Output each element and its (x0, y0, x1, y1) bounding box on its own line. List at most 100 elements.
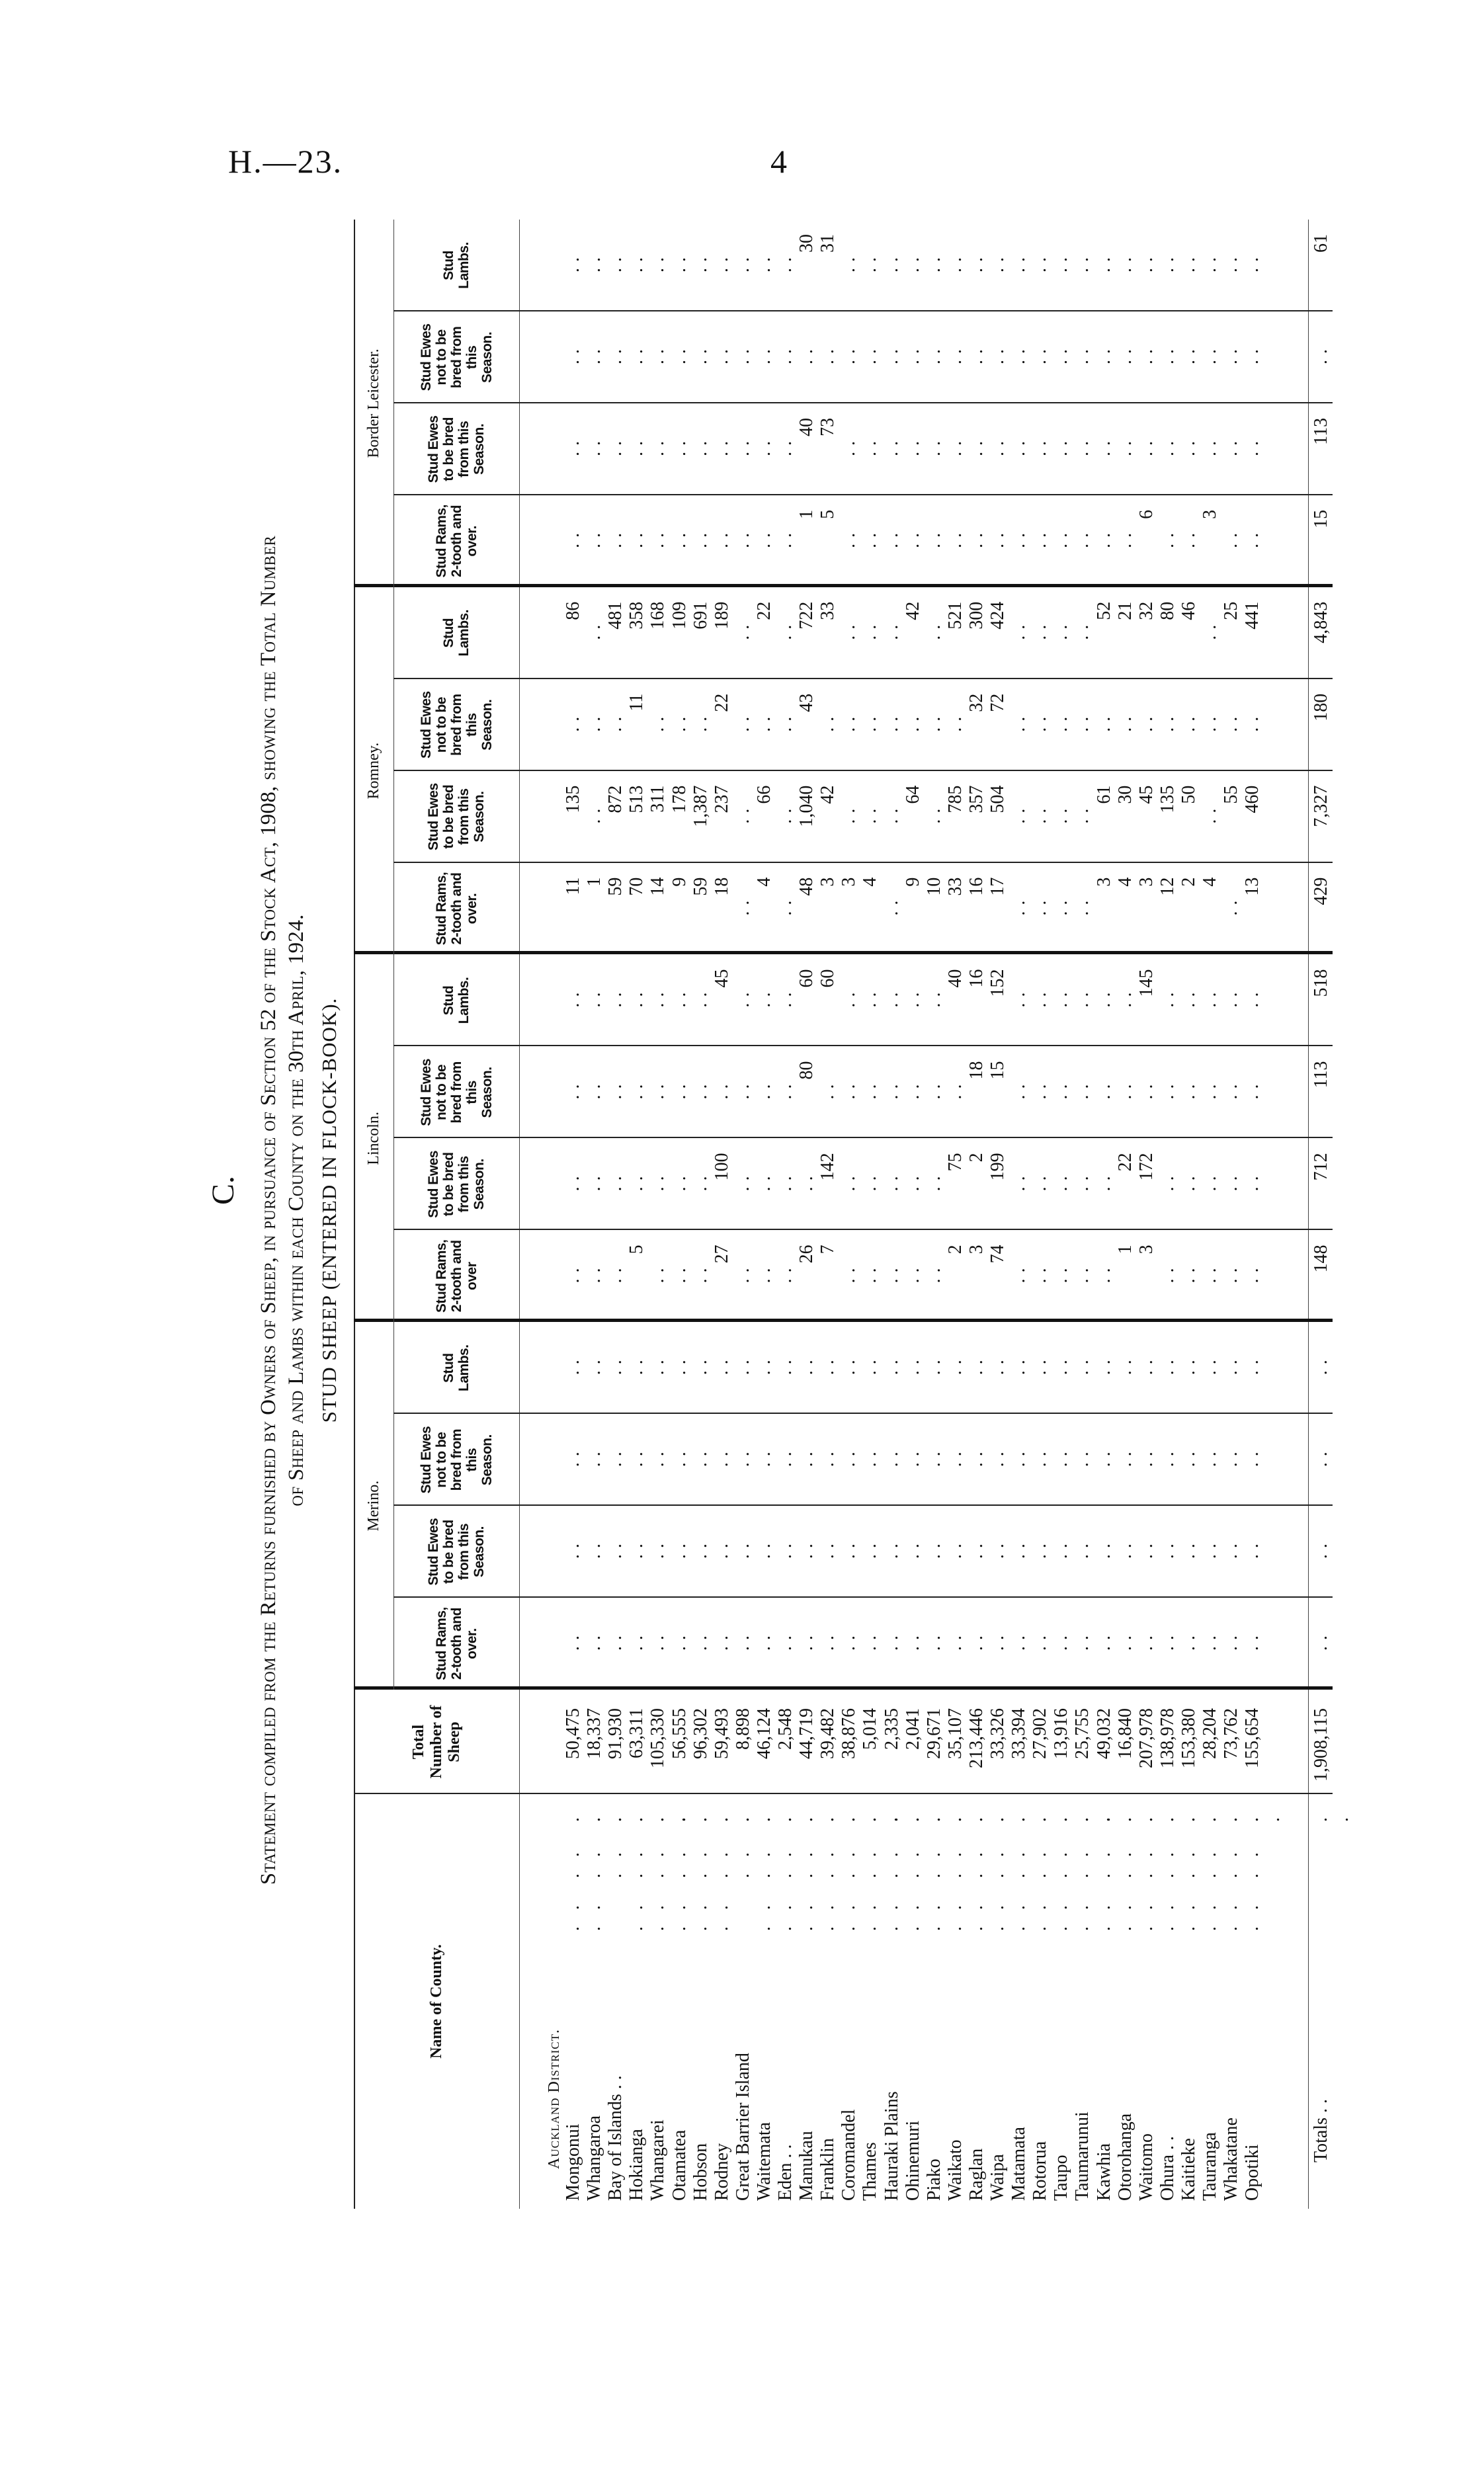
lincoln-value: .. (584, 1262, 605, 1284)
romney-value: 4 (1114, 877, 1135, 887)
romney-value: .. (775, 802, 796, 824)
lincoln-value: 2 (944, 1245, 966, 1255)
header-bottom-rule (519, 220, 520, 2209)
border-leicester-value: .. (966, 526, 987, 548)
romney-value: .. (1051, 802, 1072, 824)
romney-value: .. (775, 618, 796, 640)
border-leicester-value: .. (1200, 434, 1220, 456)
lincoln-value: .. (753, 986, 774, 1008)
leader-dots: . . (1242, 1811, 1284, 1822)
lincoln-value: .. (584, 1170, 605, 1192)
merino-value: .. (987, 1629, 1008, 1651)
county-name: Coromandel (839, 2109, 860, 2201)
border-leicester-value: .. (711, 526, 732, 548)
merino-value: .. (669, 1446, 690, 1467)
lincoln-value: .. (647, 1170, 669, 1192)
border-leicester-value: .. (966, 434, 987, 456)
leader-dots: . . (711, 1899, 732, 1931)
table-label: C. (206, 1176, 241, 1206)
leader-dots: . . (817, 1811, 860, 1822)
grand-total-sheep: 1,908,115 (1311, 1708, 1331, 1782)
romney-value: .. (923, 710, 944, 732)
leader-dots: . . (1200, 1899, 1220, 1931)
romney-value: 521 (944, 601, 966, 630)
border-leicester-value: .. (690, 526, 711, 548)
leader-dots: . . (669, 1899, 690, 1931)
border-leicester-value: .. (647, 526, 669, 548)
merino-value: .. (817, 1538, 839, 1559)
lincoln-value: .. (1178, 1262, 1199, 1284)
romney-value: 10 (923, 877, 944, 896)
leader-dots: . . (1157, 1811, 1199, 1822)
totals-rule (1308, 220, 1309, 2209)
leader-dots: . . (647, 1846, 669, 1878)
leader-dots: . . (902, 1811, 944, 1822)
lincoln-value: .. (584, 986, 605, 1008)
lincoln-value: 75 (944, 1153, 966, 1172)
border-leicester-value: .. (1242, 251, 1263, 272)
border-leicester-value: .. (1093, 526, 1114, 548)
sub-column-header: Stud Rams, 2-tooth and over. (433, 505, 479, 578)
leader-dots: . . (1221, 1811, 1263, 1822)
merino-value: .. (1093, 1629, 1114, 1651)
romney-value: 45 (1135, 785, 1157, 804)
merino-value: .. (1178, 1538, 1199, 1559)
merino-value: .. (1009, 1629, 1030, 1651)
merino-value: .. (1114, 1629, 1135, 1651)
lincoln-value: .. (647, 986, 669, 1008)
leader-dots: . . (1200, 1811, 1241, 1822)
border-leicester-value: .. (563, 434, 583, 456)
leader-dots: . . (1114, 1899, 1135, 1931)
county-name: Ohinemuri (902, 2120, 923, 2201)
romney-value: .. (839, 710, 860, 732)
romney-value: .. (1200, 618, 1220, 640)
merino-value: .. (839, 1538, 860, 1559)
merino-value: .. (1093, 1538, 1114, 1559)
border-leicester-value: .. (1030, 343, 1051, 364)
lincoln-value: .. (1178, 1078, 1199, 1100)
merino-value: .. (626, 1629, 647, 1651)
total-sheep-value: 8,898 (732, 1708, 753, 1750)
leader-dots: . . (690, 1811, 732, 1822)
leader-dots: . . (711, 1846, 732, 1878)
border-leicester-value: .. (1009, 434, 1030, 456)
leader-dots: . . (860, 1899, 881, 1931)
merino-value: .. (817, 1354, 839, 1376)
merino-value: .. (987, 1538, 1008, 1559)
county-name: Waitemata (753, 2121, 774, 2201)
leader-dots: . . (902, 1899, 923, 1931)
romney-value: .. (732, 618, 753, 640)
merino-value: .. (563, 1446, 583, 1467)
border-leicester-value: .. (817, 343, 839, 364)
total-sheep-value: 91,930 (605, 1708, 626, 1759)
merino-value: .. (690, 1629, 711, 1651)
merino-value: .. (944, 1354, 966, 1376)
lincoln-value: .. (626, 1078, 647, 1100)
border-leicester-value: .. (839, 526, 860, 548)
merino-value: .. (690, 1446, 711, 1467)
merino-value: .. (1200, 1446, 1220, 1467)
lincoln-value: 26 (796, 1245, 817, 1264)
border-leicester-total: 113 (1311, 417, 1331, 445)
lincoln-value: .. (860, 986, 881, 1008)
merino-value: .. (605, 1629, 626, 1651)
county-name: Manukau (796, 2131, 817, 2201)
lincoln-value: 1 (1114, 1245, 1135, 1255)
border-leicester-value: .. (1157, 251, 1178, 272)
lincoln-value: .. (1157, 1262, 1178, 1284)
sub-column-header: Stud Ewes not to be bred from this Seaso… (418, 1059, 495, 1126)
merino-value: .. (690, 1354, 711, 1376)
romney-value: .. (1157, 710, 1178, 732)
romney-value: .. (775, 894, 796, 916)
romney-value: 50 (1178, 785, 1199, 804)
border-leicester-value: .. (1200, 251, 1220, 272)
lincoln-value: .. (753, 1170, 774, 1192)
leader-dots: . . (753, 1811, 796, 1822)
lincoln-value: .. (690, 1078, 711, 1100)
county-name: Piako (923, 2159, 944, 2201)
lincoln-value: .. (1157, 1078, 1178, 1100)
romney-value: .. (817, 710, 839, 732)
border-leicester-value: .. (1178, 526, 1199, 548)
lincoln-value: .. (1051, 1170, 1072, 1192)
romney-value: .. (881, 710, 902, 732)
